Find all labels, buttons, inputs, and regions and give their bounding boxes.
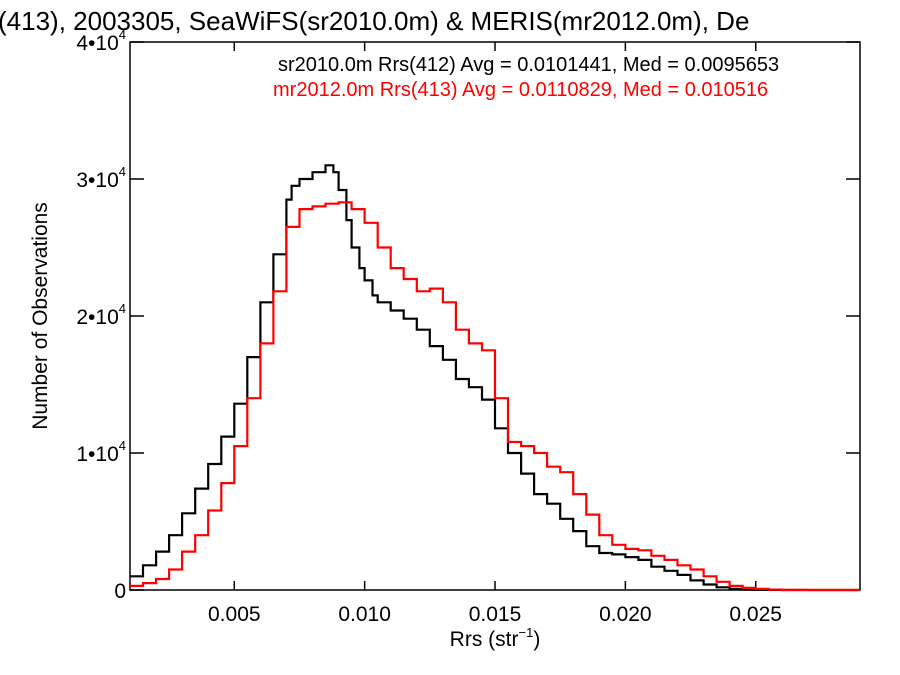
x-tick-label-2: 0.015 [469,603,522,626]
legend-entry-sr2010: sr2010.0m Rrs(412) Avg = 0.0101441, Med … [278,54,779,76]
y-tick-label-1: 1•104 [76,438,126,466]
legend-entry-mr2012: mr2012.0m Rrs(413) Avg = 0.0110829, Med … [273,79,768,101]
x-tick-label-1: 0.010 [338,603,391,626]
y-tick-label-3: 3•104 [76,164,126,192]
x-axis-label: Rrs (str−1) [450,625,541,651]
series-group [130,164,860,592]
series-line-0 [130,164,860,592]
x-tick-label-3: 0.020 [599,603,652,626]
y-tick-label-0: 0 [114,580,126,603]
x-axis-ticks: 0.005 0.010 0.015 0.020 0.025 [208,42,782,626]
chart-title: (413), 2003305, SeaWiFS(sr2010.0m) & MER… [0,6,749,36]
x-axis-label-main: Rrs (str [450,628,519,651]
x-axis-label-exponent: −1 [519,625,534,640]
y-axis-ticks: 0 1•104 2•104 3•104 4•104 [76,27,860,603]
y-tick-label-2: 2•104 [76,301,126,329]
x-tick-label-0: 0.005 [208,603,261,626]
x-tick-label-4: 0.025 [729,603,782,626]
x-axis-label-close: ) [533,628,540,651]
series-line-1 [130,201,860,592]
plot-frame [129,41,861,591]
legend: sr2010.0m Rrs(412) Avg = 0.0101441, Med … [273,54,779,101]
y-tick-label-4: 4•104 [76,27,126,55]
y-axis-label: Number of Observations [29,202,52,430]
